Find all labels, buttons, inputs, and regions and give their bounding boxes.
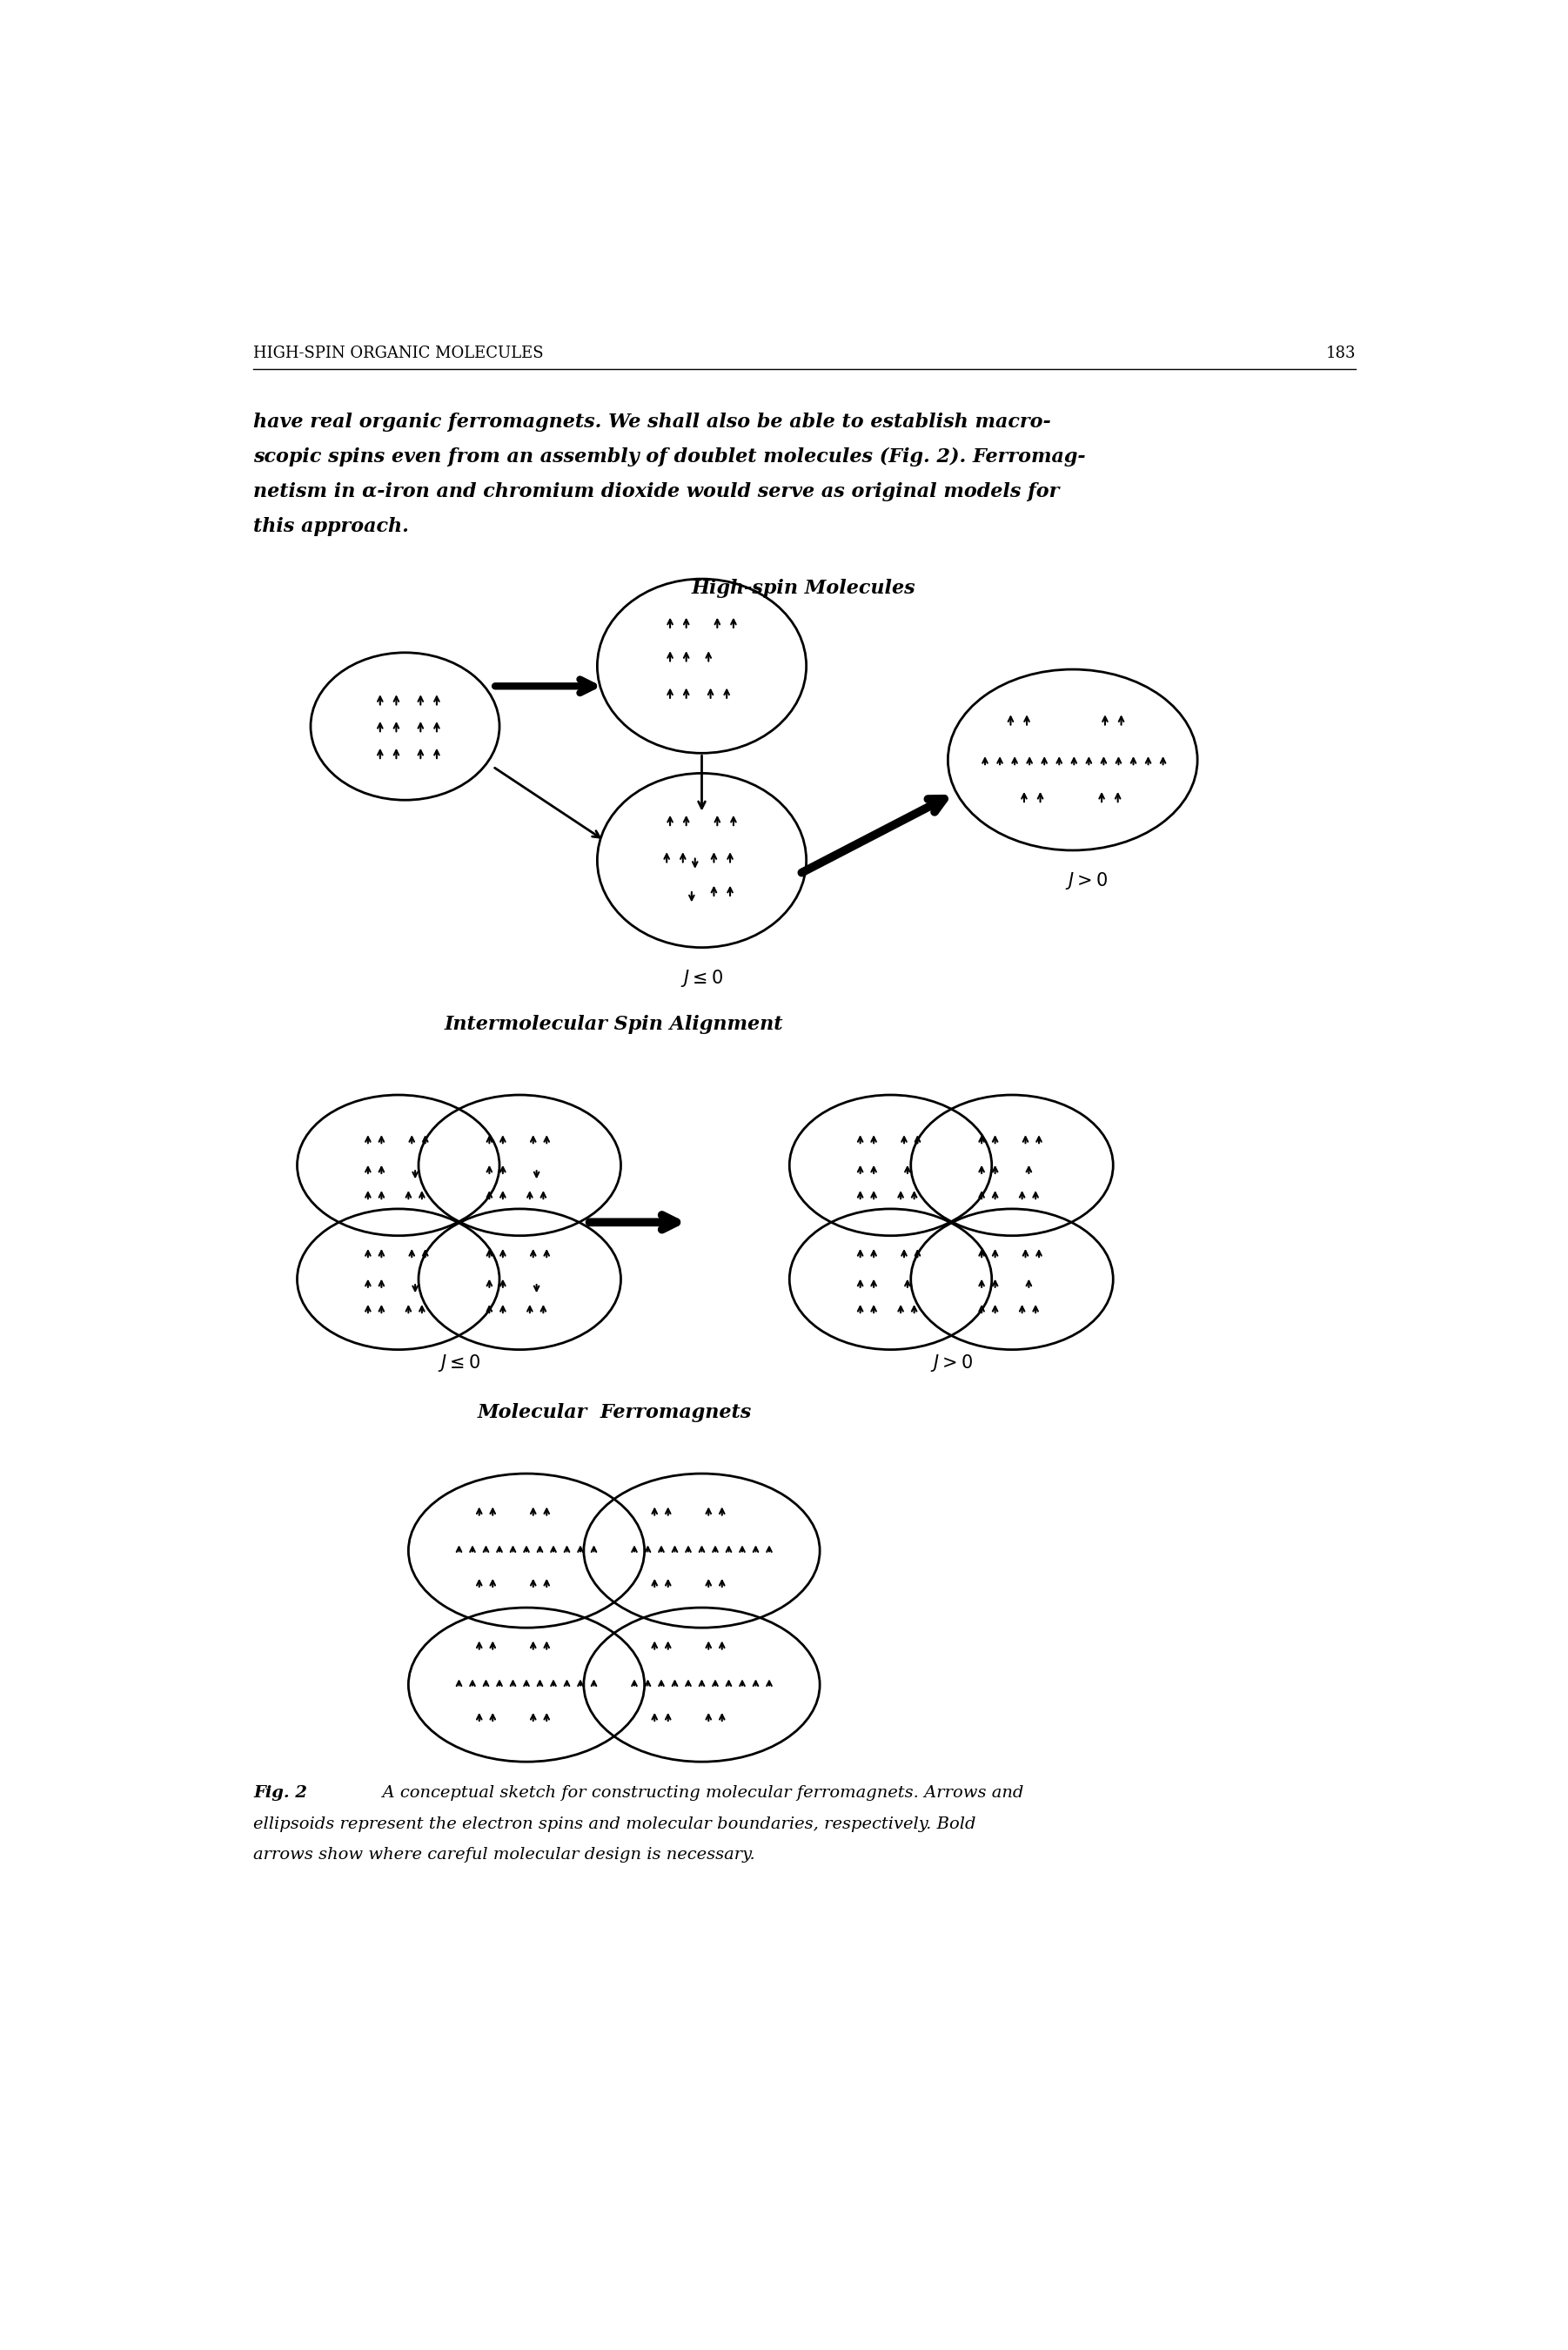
Text: arrows show where careful molecular design is necessary.: arrows show where careful molecular desi… xyxy=(254,1847,756,1864)
Text: Intermolecular Spin Alignment: Intermolecular Spin Alignment xyxy=(445,1015,784,1034)
Text: 183: 183 xyxy=(1327,345,1356,362)
Text: scopic spins even from an assembly of doublet molecules (Fig. 2). Ferromag-: scopic spins even from an assembly of do… xyxy=(254,446,1085,468)
Text: HIGH-SPIN ORGANIC MOLECULES: HIGH-SPIN ORGANIC MOLECULES xyxy=(254,345,544,362)
Text: $J>0$: $J>0$ xyxy=(1065,870,1107,891)
Text: netism in α-iron and chromium dioxide would serve as original models for: netism in α-iron and chromium dioxide wo… xyxy=(254,482,1060,501)
Text: have real organic ferromagnets. We shall also be able to establish macro-: have real organic ferromagnets. We shall… xyxy=(254,414,1051,432)
Text: Molecular  Ferromagnets: Molecular Ferromagnets xyxy=(477,1403,751,1422)
Text: $J\leq 0$: $J\leq 0$ xyxy=(437,1354,480,1375)
Text: $J>0$: $J>0$ xyxy=(930,1354,972,1375)
Text: High-spin Molecules: High-spin Molecules xyxy=(691,578,916,597)
Text: Fig. 2: Fig. 2 xyxy=(254,1786,307,1800)
Text: A conceptual sketch for constructing molecular ferromagnets. Arrows and: A conceptual sketch for constructing mol… xyxy=(372,1786,1024,1800)
Text: this approach.: this approach. xyxy=(254,517,409,536)
Text: ellipsoids represent the electron spins and molecular boundaries, respectively. : ellipsoids represent the electron spins … xyxy=(254,1817,975,1831)
Text: $J\leq 0$: $J\leq 0$ xyxy=(681,968,723,989)
